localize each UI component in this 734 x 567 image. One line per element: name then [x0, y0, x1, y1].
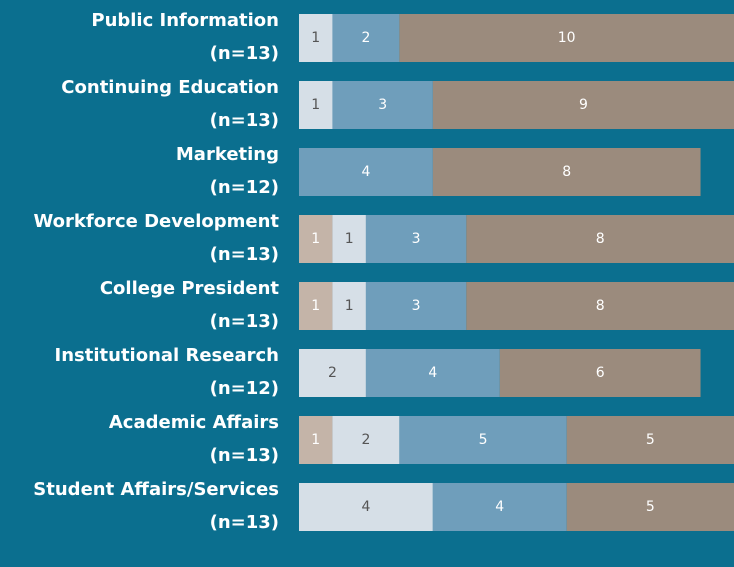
bar-segment [365, 215, 467, 263]
value-label: 4 [361, 164, 370, 180]
category-label: (n=13) [210, 110, 279, 131]
value-label: 3 [378, 97, 387, 113]
bar-segment [299, 349, 366, 397]
value-label: 1 [311, 231, 320, 247]
value-label: 8 [596, 231, 605, 247]
bar-segment [299, 148, 433, 196]
category-label: (n=12) [210, 378, 279, 399]
value-label: 1 [311, 298, 320, 314]
value-label: 5 [479, 432, 488, 448]
value-label: 4 [428, 365, 437, 381]
value-label: 2 [361, 432, 370, 448]
value-label: 4 [495, 499, 504, 515]
value-label: 3 [412, 231, 421, 247]
category-label: (n=12) [210, 177, 279, 198]
category-label: Public Information [91, 10, 279, 31]
bar-segment [499, 349, 701, 397]
bar-segment [299, 14, 333, 62]
value-label: 10 [558, 30, 576, 46]
value-label: 5 [646, 499, 655, 515]
value-label: 6 [596, 365, 605, 381]
bar-segment [566, 483, 734, 531]
value-label: 1 [311, 30, 320, 46]
category-label: Marketing [176, 144, 279, 165]
category-label: (n=13) [210, 445, 279, 466]
bar-segment [566, 416, 734, 464]
bar-segment [299, 416, 333, 464]
category-label: (n=13) [210, 311, 279, 332]
bar-segment [332, 282, 366, 330]
value-label: 8 [562, 164, 571, 180]
value-label: 3 [412, 298, 421, 314]
bar-segment [466, 282, 734, 330]
value-label: 8 [596, 298, 605, 314]
category-label: Continuing Education [61, 77, 279, 98]
bar-segment [332, 215, 366, 263]
bar-segment [466, 215, 734, 263]
category-label: (n=13) [210, 512, 279, 533]
category-label: Academic Affairs [109, 412, 279, 433]
value-label: 2 [361, 30, 370, 46]
category-label: Workforce Development [33, 211, 279, 232]
category-label: (n=13) [210, 244, 279, 265]
value-label: 1 [345, 298, 354, 314]
value-label: 1 [311, 432, 320, 448]
value-label: 1 [311, 97, 320, 113]
bar-segment [299, 215, 333, 263]
bar-segment [332, 81, 433, 129]
bar-segment [332, 14, 400, 62]
bar-segment [399, 416, 567, 464]
value-label: 1 [345, 231, 354, 247]
value-label: 4 [361, 499, 370, 515]
value-label: 5 [646, 432, 655, 448]
category-label: Institutional Research [55, 345, 279, 366]
bar-segment [299, 282, 333, 330]
bar-segment [332, 416, 400, 464]
bar-segment [432, 148, 701, 196]
bar-segment [399, 14, 734, 62]
bar-segment [299, 483, 433, 531]
value-label: 9 [579, 97, 588, 113]
category-label: (n=13) [210, 43, 279, 64]
category-label: College President [100, 278, 280, 299]
category-label: Student Affairs/Services [33, 479, 279, 500]
bar-segment [365, 282, 467, 330]
bar-segment [365, 349, 500, 397]
bar-segment [299, 81, 333, 129]
value-label: 2 [328, 365, 337, 381]
bar-segment [432, 81, 734, 129]
bar-segment [432, 483, 567, 531]
